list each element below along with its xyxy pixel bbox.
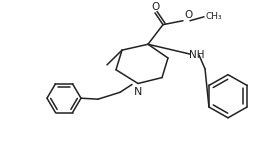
- Text: O: O: [151, 2, 159, 12]
- Text: N: N: [134, 87, 142, 97]
- Text: NH: NH: [189, 50, 204, 60]
- Text: O: O: [184, 10, 192, 20]
- Text: CH₃: CH₃: [205, 12, 222, 21]
